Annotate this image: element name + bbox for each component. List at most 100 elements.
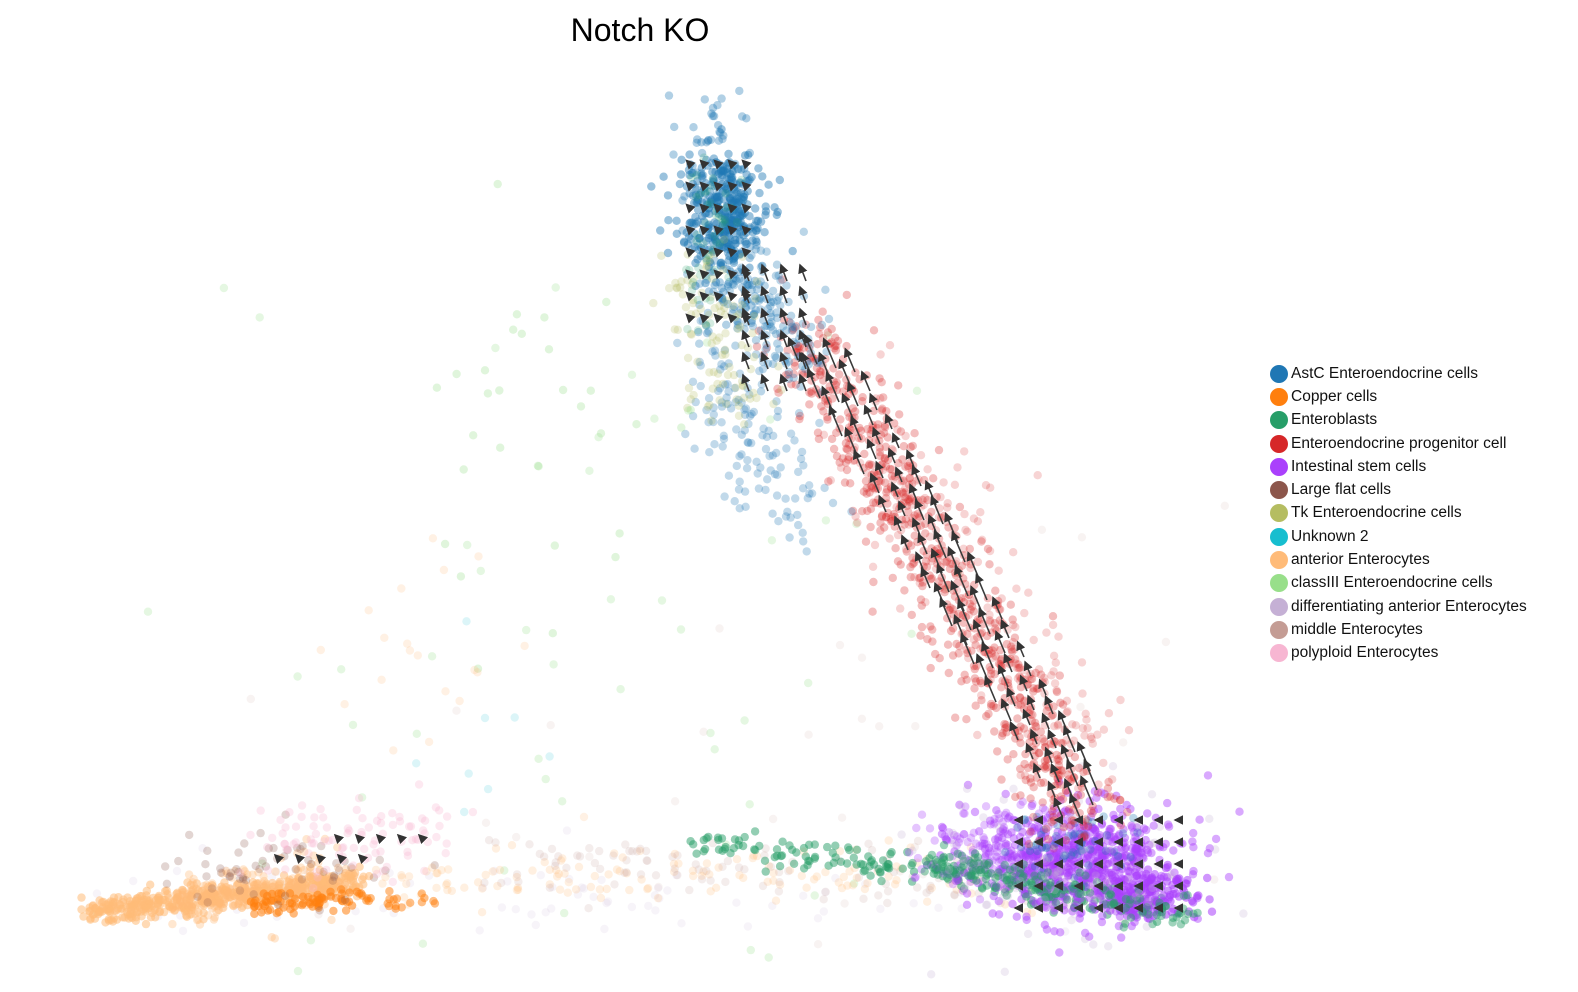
cell-point: [357, 827, 366, 837]
cell-point: [773, 406, 783, 416]
cell-point: [876, 904, 885, 914]
cell-point: [969, 514, 979, 523]
legend-item: Enteroendocrine progenitor cell: [1270, 432, 1527, 455]
cell-point: [820, 483, 829, 493]
cell-point: [558, 797, 567, 806]
cell-point: [527, 910, 536, 919]
cell-point: [1048, 620, 1058, 630]
cell-point: [603, 897, 613, 906]
cell-point: [748, 328, 757, 338]
cell-point: [705, 368, 714, 377]
cell-point: [849, 456, 858, 465]
cell-point: [435, 821, 444, 831]
cell-point: [1110, 794, 1119, 803]
cell-point: [231, 900, 240, 909]
cell-point: [1012, 584, 1021, 593]
cell-point: [926, 881, 935, 891]
cell-point: [791, 494, 800, 503]
cell-point: [885, 341, 895, 350]
cell-point: [251, 880, 260, 889]
cell-point: [1080, 831, 1089, 840]
cell-point: [1182, 879, 1191, 888]
cell-point: [962, 715, 971, 724]
cell-point: [982, 881, 991, 890]
cell-point: [560, 908, 569, 918]
cell-point: [550, 541, 559, 550]
cell-point: [513, 885, 523, 894]
cell-point: [817, 320, 827, 330]
cell-point: [721, 350, 730, 359]
cell-point: [444, 865, 453, 874]
cell-point: [731, 383, 740, 392]
cell-point: [1189, 828, 1198, 838]
cell-point: [389, 746, 398, 755]
cell-point: [520, 641, 529, 651]
cell-point: [337, 665, 346, 674]
cell-point: [249, 890, 258, 899]
cell-point: [710, 745, 719, 754]
cell-point: [1031, 721, 1040, 731]
cell-point: [1104, 942, 1113, 951]
cell-point: [758, 172, 767, 181]
cell-point: [258, 879, 267, 888]
cell-point: [230, 866, 240, 876]
cell-point: [983, 860, 992, 870]
cell-point: [272, 867, 281, 876]
cell-point: [734, 411, 744, 420]
cell-point: [427, 652, 437, 661]
cell-point: [892, 876, 901, 885]
cell-point: [737, 300, 747, 310]
cell-point: [903, 495, 913, 504]
cell-point: [782, 281, 791, 290]
cell-point: [718, 862, 727, 871]
cell-point: [692, 230, 702, 240]
cell-point: [191, 901, 200, 910]
cell-point: [774, 345, 784, 354]
cell-point: [352, 805, 361, 815]
cell-point: [1042, 628, 1051, 637]
cell-point: [360, 844, 369, 854]
cell-point: [199, 908, 208, 917]
cell-point: [315, 865, 325, 875]
cell-point: [1029, 635, 1038, 645]
cell-point: [857, 714, 867, 723]
cell-point: [1203, 873, 1212, 883]
cell-point: [397, 837, 406, 846]
cell-point: [270, 934, 279, 943]
cell-point: [945, 852, 954, 862]
cell-point: [749, 352, 759, 362]
cell-point: [1061, 927, 1070, 936]
cell-point: [293, 879, 303, 888]
cell-point: [934, 903, 943, 912]
cell-point: [273, 854, 282, 863]
cell-point: [1147, 790, 1157, 799]
cell-point: [1026, 794, 1035, 803]
cell-point: [119, 895, 128, 904]
cell-point: [443, 885, 452, 895]
cell-point: [710, 304, 719, 313]
cell-point: [1022, 912, 1031, 921]
cell-point: [643, 856, 652, 865]
cell-point: [229, 891, 239, 901]
cell-point: [875, 722, 884, 731]
cell-point: [683, 250, 692, 259]
cell-point: [207, 884, 217, 893]
cell-point: [536, 871, 545, 880]
cell-point: [770, 203, 779, 212]
cell-point: [722, 320, 731, 329]
cell-point: [495, 386, 504, 395]
cell-point: [1203, 849, 1213, 858]
cell-point: [1117, 933, 1126, 942]
cell-point: [813, 914, 823, 923]
cell-point: [625, 885, 634, 895]
cell-point: [699, 867, 708, 876]
cell-point: [573, 890, 583, 899]
cell-point: [907, 629, 916, 638]
cell-point: [267, 933, 276, 942]
cell-point: [821, 867, 830, 877]
cell-point: [821, 887, 830, 896]
cell-point: [1195, 815, 1204, 824]
cell-point: [316, 645, 325, 655]
cell-point: [670, 849, 680, 859]
cell-point: [869, 326, 879, 335]
